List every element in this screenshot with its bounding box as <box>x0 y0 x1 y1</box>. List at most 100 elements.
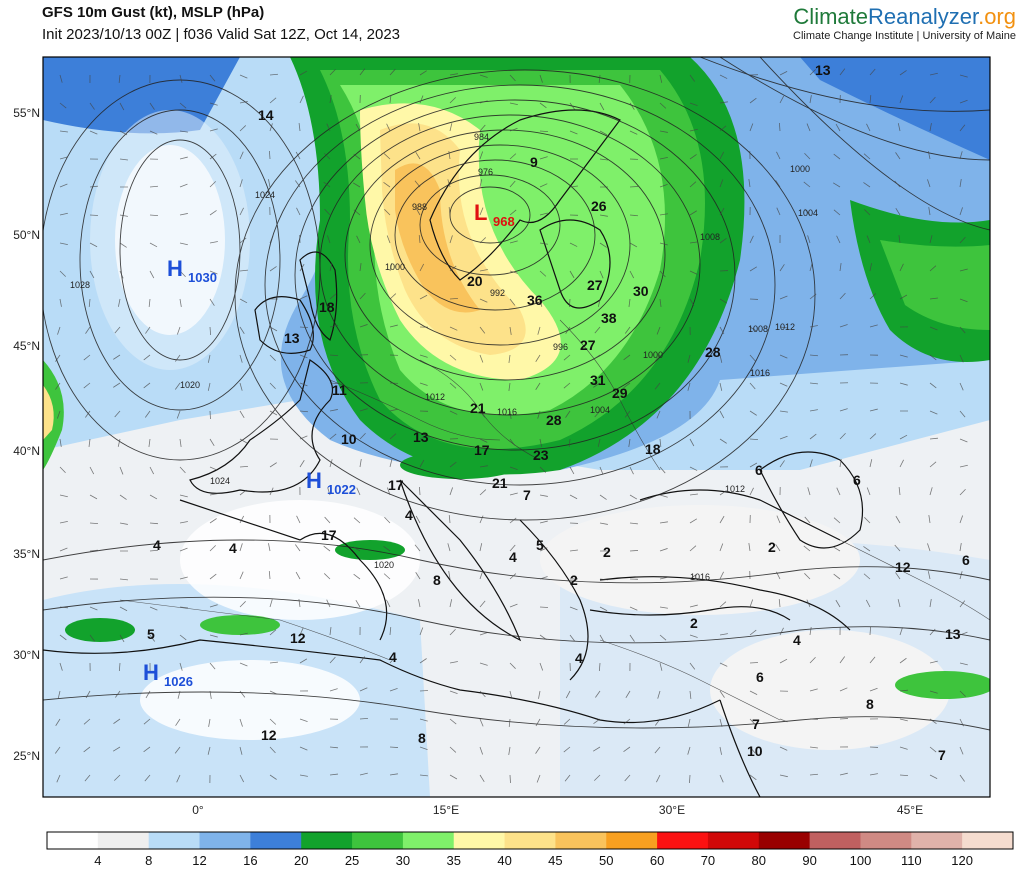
wind-barb <box>113 382 121 388</box>
high-pressure-center: H 1022 <box>306 468 356 497</box>
isobar-label: 1008 <box>700 232 720 242</box>
wind-barb <box>119 606 128 612</box>
gust-label: 8 <box>866 696 874 712</box>
wind-barb <box>269 382 276 390</box>
wind-barb <box>359 718 369 720</box>
wind-barb <box>659 130 668 133</box>
wind-barb <box>689 241 698 244</box>
brand-logo[interactable]: ClimateReanalyzer.org <box>793 4 1016 30</box>
wind-barb <box>563 718 571 725</box>
wind-barb <box>509 662 516 669</box>
wind-barb <box>269 73 279 76</box>
wind-barb <box>296 207 301 216</box>
wind-barb <box>599 494 607 500</box>
wind-barb <box>832 546 841 552</box>
wind-barb <box>659 242 668 246</box>
wind-barb <box>659 494 668 498</box>
wind-barb <box>269 97 277 104</box>
wind-barb <box>836 235 841 244</box>
wind-barb <box>479 179 483 188</box>
wind-barb <box>959 690 966 697</box>
wind-barb <box>299 774 308 777</box>
wind-barb <box>869 433 877 440</box>
wind-barb <box>449 123 453 132</box>
wind-barb <box>563 746 571 753</box>
colorbar-swatch <box>97 832 150 849</box>
colorbar-swatch <box>657 832 709 849</box>
wind-barb <box>209 102 218 106</box>
wind-barb <box>594 326 601 334</box>
wind-barb <box>599 242 607 248</box>
wind-barb <box>689 690 692 699</box>
wind-barb <box>959 298 968 303</box>
wind-barb <box>415 152 421 160</box>
gust-label: 27 <box>580 337 596 353</box>
wind-barb <box>779 295 788 300</box>
wind-barb <box>239 746 243 755</box>
wind-barb <box>59 520 68 524</box>
wind-barb <box>389 656 396 664</box>
wind-barb <box>299 718 308 722</box>
wind-barb <box>599 522 608 525</box>
wind-barb <box>239 489 247 496</box>
wind-barb <box>389 408 398 412</box>
wind-barb <box>599 634 605 643</box>
wind-barb <box>329 773 338 776</box>
wind-barb <box>359 432 366 440</box>
lon-label: 45°E <box>897 803 923 817</box>
wind-barb <box>832 182 841 188</box>
wind-barb <box>687 382 691 391</box>
wind-barb <box>326 599 331 608</box>
wind-barb <box>625 690 631 699</box>
wind-barb <box>326 123 331 132</box>
colorbar-swatch <box>606 832 658 849</box>
wind-barb <box>779 382 788 387</box>
wind-barb <box>239 354 243 363</box>
wind-barb <box>869 656 876 664</box>
wind-barb <box>479 74 488 78</box>
wind-barb <box>779 95 785 104</box>
gust-label: 13 <box>413 429 429 445</box>
wind-barb <box>55 718 61 726</box>
wind-barb <box>149 214 159 217</box>
wind-barb <box>449 235 453 244</box>
gust-label: 6 <box>755 462 763 478</box>
wind-barb <box>85 690 91 699</box>
wind-barb <box>174 746 181 754</box>
wind-barb <box>239 410 245 419</box>
wind-barb <box>539 74 543 83</box>
gust-label: 29 <box>612 385 628 401</box>
wind-barb <box>569 130 578 135</box>
wind-barb <box>508 746 511 755</box>
wind-barb <box>654 354 661 362</box>
wind-barb <box>839 292 846 300</box>
wind-barb <box>594 774 601 781</box>
wind-barb <box>112 746 121 752</box>
wind-barb <box>959 207 963 216</box>
wind-barb <box>539 466 547 473</box>
lon-label: 15°E <box>433 803 459 817</box>
wind-barb <box>269 354 276 361</box>
wind-barb <box>593 718 601 724</box>
wind-barb <box>899 70 907 76</box>
high-pressure-center: H 1030 <box>167 256 217 285</box>
pressure-centers: H 1030 H 1022 H 1026 L 968 <box>143 200 515 689</box>
wind-barb <box>689 210 697 216</box>
gust-label: 28 <box>705 344 721 360</box>
wind-barb <box>149 606 158 611</box>
wind-barb <box>629 494 638 500</box>
wind-barb <box>239 237 247 244</box>
wind-barb <box>509 634 518 637</box>
wind-barb <box>59 466 66 474</box>
wind-barb <box>535 746 541 754</box>
lat-label: 40°N <box>13 444 40 458</box>
wind-barb <box>749 599 754 608</box>
wind-barb <box>809 773 819 776</box>
wind-barb <box>209 604 218 608</box>
wind-barb <box>415 572 421 580</box>
gust-label: 12 <box>261 727 277 743</box>
wind-barb <box>449 628 456 636</box>
wind-barb <box>839 772 848 776</box>
wind-barb <box>509 153 517 160</box>
wind-barb <box>419 627 424 636</box>
